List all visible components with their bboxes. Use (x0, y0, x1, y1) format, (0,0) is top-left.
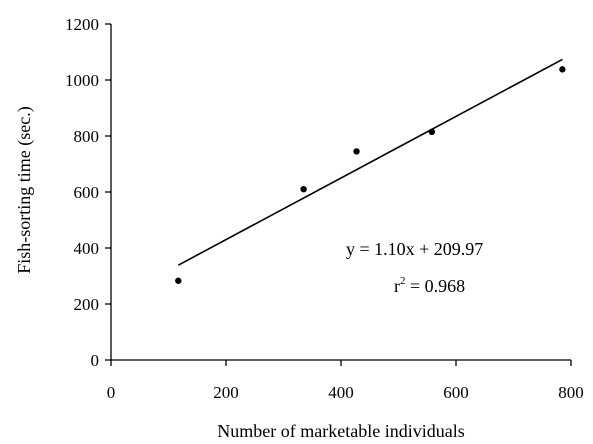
r-squared-value: = 0.968 (406, 276, 466, 296)
x-tick-label: 200 (213, 383, 239, 402)
y-tick-label: 200 (74, 295, 100, 314)
y-axis-title: Fish-sorting time (sec.) (14, 106, 35, 273)
y-tick-label: 1000 (65, 71, 99, 90)
data-point (428, 128, 436, 135)
x-axis-ticks: 0 200 400 600 800 (107, 360, 584, 402)
trend-line (177, 58, 563, 266)
y-tick-label: 0 (91, 351, 100, 370)
x-tick-label: 0 (107, 383, 116, 402)
r-squared-superscript: 2 (400, 275, 406, 287)
data-point (559, 66, 566, 73)
y-axis-ticks: 0 200 400 600 800 1000 1200 (65, 15, 111, 370)
x-tick-label: 800 (558, 383, 584, 402)
data-point (300, 186, 307, 193)
data-points (175, 66, 566, 284)
equation-annotation: y = 1.10x + 209.97 (346, 239, 483, 259)
r-squared-annotation: r2 = 0.968 (394, 275, 465, 296)
y-tick-label: 600 (74, 183, 100, 202)
r-squared-base: r (394, 276, 400, 296)
axes (110, 24, 571, 361)
data-point (353, 148, 360, 155)
x-tick-label: 400 (328, 383, 354, 402)
x-axis-title: Number of marketable individuals (217, 421, 464, 441)
y-tick-label: 1200 (65, 15, 99, 34)
y-tick-label: 800 (74, 127, 100, 146)
x-tick-label: 600 (443, 383, 469, 402)
data-point (175, 277, 182, 284)
y-tick-label: 400 (74, 239, 100, 258)
